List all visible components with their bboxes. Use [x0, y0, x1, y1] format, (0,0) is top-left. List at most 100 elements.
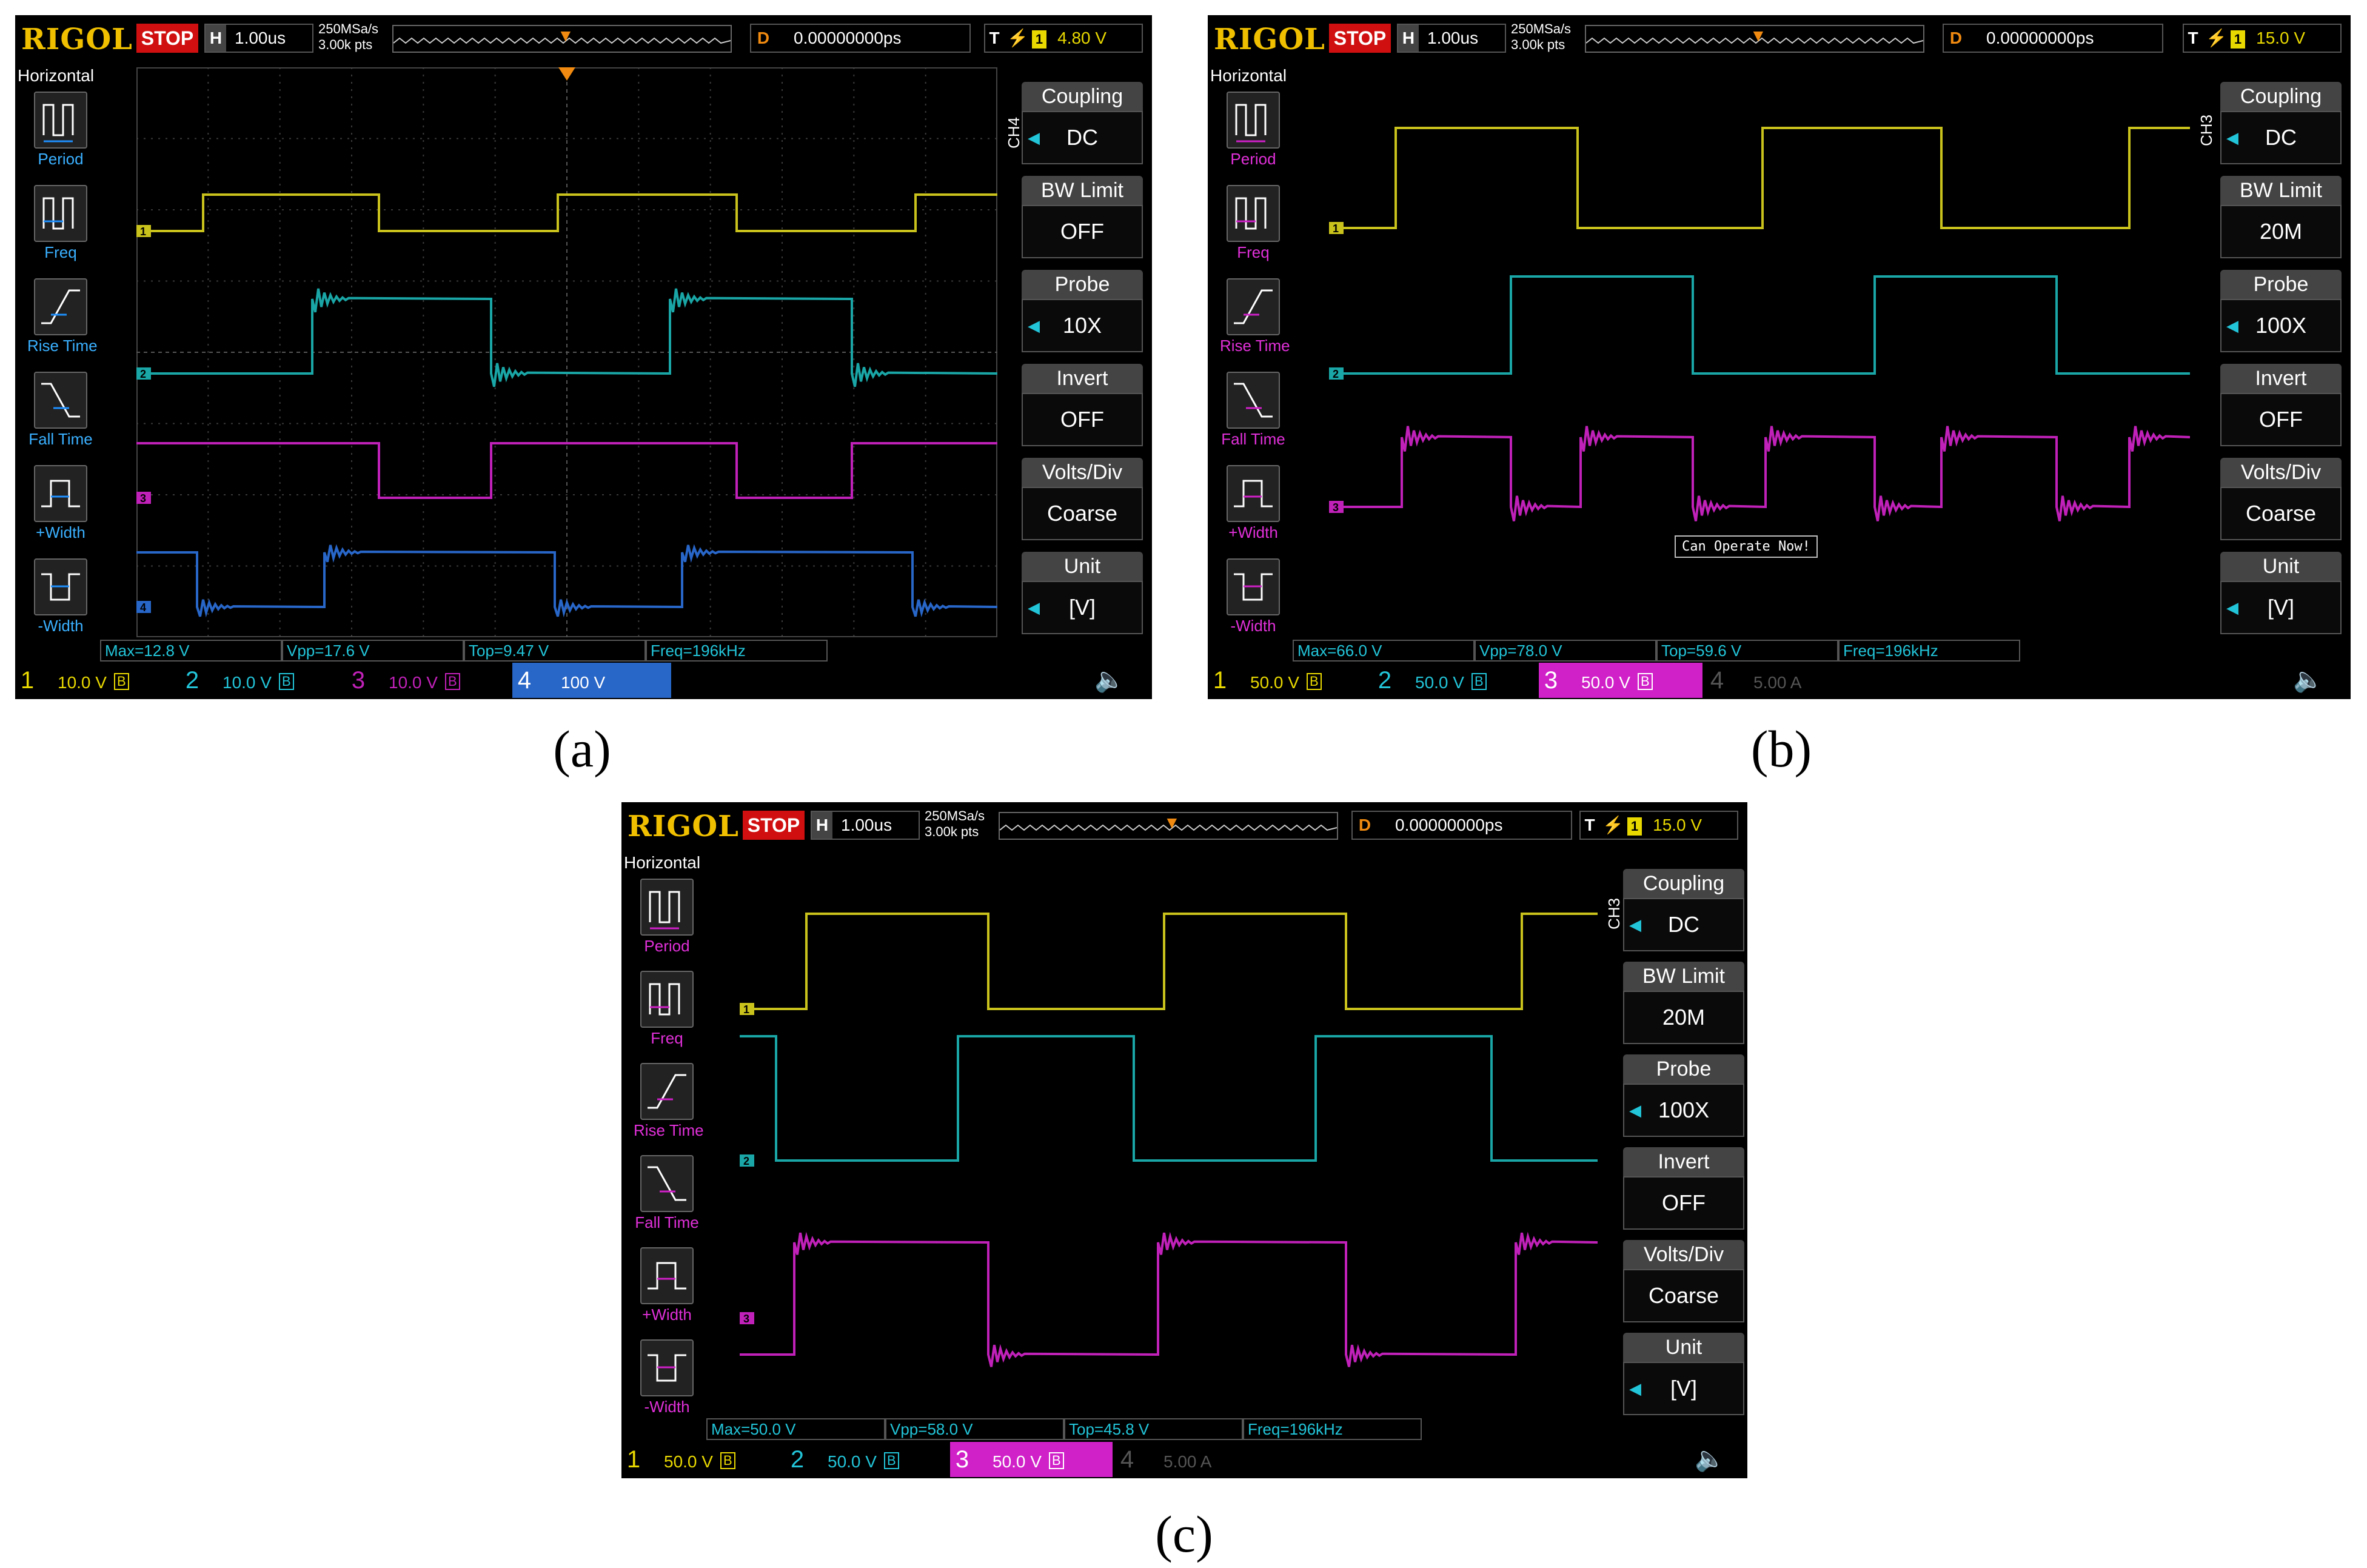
ch4-scale: 5.00 A — [1163, 1452, 1212, 1471]
ch2-status[interactable]: 2 50.0 V B — [785, 1442, 948, 1477]
unit-option[interactable]: Unit ◀ [V] — [1022, 552, 1143, 634]
trigger-readout[interactable]: T ⚡ 1 15.0 V — [2183, 24, 2342, 53]
bw-limit-option[interactable]: BW Limit OFF — [1022, 176, 1143, 258]
pos-width-label: +Width — [642, 1305, 692, 1324]
unit-head: Unit — [1623, 1333, 1744, 1362]
ch4-status[interactable]: 4 5.00 A — [1115, 1442, 1274, 1477]
coupling-option[interactable]: Coupling ◀ DC — [2220, 82, 2342, 164]
waveform-area: 1 2 3 — [1329, 127, 2191, 521]
measure-freq-button[interactable]: Freq — [1220, 185, 1287, 262]
unit-option[interactable]: Unit ◀ [V] — [2220, 552, 2342, 634]
measure-neg-width-button[interactable]: -Width — [27, 558, 94, 635]
channel-status-bar: 1 10.0 V B 2 10.0 V B 3 10.0 V B 4 100 V 🔈 — [15, 663, 1152, 698]
measure-freq-button[interactable]: Freq — [634, 971, 700, 1048]
bw-limit-head: BW Limit — [1022, 176, 1143, 205]
ch3-number: 3 — [955, 1446, 969, 1473]
delay-readout[interactable]: D 0.00000000ps — [750, 24, 971, 53]
ch3-status-active[interactable]: 3 50.0 V B — [1539, 663, 1702, 698]
waveform-memory-bar[interactable]: ▼ — [392, 25, 732, 53]
ch2-trace — [740, 1035, 1598, 1162]
measure-top: Top=9.47 V — [464, 640, 646, 662]
measure-rise-time-button[interactable]: Rise Time — [634, 1063, 704, 1140]
rise-time-icon — [1227, 278, 1280, 335]
ch1-status[interactable]: 1 50.0 V B — [1208, 663, 1371, 698]
horizontal-timebase[interactable]: H 1.00us — [204, 24, 313, 53]
probe-option[interactable]: Probe ◀ 100X — [1623, 1054, 1744, 1137]
trigger-source: 1 — [1031, 30, 1047, 49]
freq-icon — [640, 971, 694, 1028]
ch3-trace — [136, 442, 997, 499]
volts-div-option[interactable]: Volts/Div Coarse — [2220, 458, 2342, 540]
measure-period-button[interactable]: Period — [1220, 92, 1287, 169]
ch4-number: 4 — [1710, 667, 1724, 694]
bw-limit-option[interactable]: BW Limit 20M — [2220, 176, 2342, 258]
measure-fall-time-button[interactable]: Fall Time — [27, 372, 94, 449]
ch4-status-active[interactable]: 4 100 V — [512, 663, 671, 698]
ch4-status[interactable]: 4 5.00 A — [1705, 663, 1864, 698]
trigger-level: 15.0 V — [1653, 816, 1702, 834]
waveform-memory-bar[interactable]: ▼ — [1585, 25, 1924, 53]
pos-width-icon — [34, 465, 87, 522]
unit-option[interactable]: Unit ◀ [V] — [1623, 1333, 1744, 1415]
horizontal-timebase[interactable]: H 1.00us — [1397, 24, 1506, 53]
invert-option[interactable]: Invert OFF — [2220, 364, 2342, 446]
invert-head: Invert — [1623, 1147, 1744, 1176]
measure-neg-width-button[interactable]: -Width — [1220, 558, 1287, 635]
probe-option[interactable]: Probe ◀ 100X — [2220, 270, 2342, 352]
ch1-status[interactable]: 1 50.0 V B — [621, 1442, 784, 1477]
rise-time-label: Rise Time — [27, 337, 98, 355]
trigger-position-icon: ▼ — [1750, 26, 1767, 45]
invert-option[interactable]: Invert OFF — [1623, 1147, 1744, 1230]
waveform-grid[interactable]: 1 2 3 4 — [136, 67, 998, 638]
measure-freq: Freq=196kHz — [646, 640, 828, 662]
measure-pos-width-button[interactable]: +Width — [634, 1247, 700, 1324]
timebase-key: H — [812, 812, 832, 839]
ch1-ground-marker-label: 1 — [743, 1003, 749, 1016]
measure-pos-width-button[interactable]: +Width — [1220, 465, 1287, 542]
speaker-icon[interactable]: 🔈 — [1094, 666, 1125, 693]
run-stop-status[interactable]: STOP — [743, 811, 805, 840]
run-stop-status[interactable]: STOP — [136, 24, 198, 53]
waveform-grid[interactable]: 1 2 3 — [1329, 67, 2191, 637]
trigger-readout[interactable]: T ⚡ 1 4.80 V — [984, 24, 1143, 53]
ch1-status[interactable]: 1 10.0 V B — [15, 663, 179, 698]
measure-neg-width-button[interactable]: -Width — [634, 1339, 700, 1416]
measure-period-button[interactable]: Period — [27, 92, 94, 169]
memory-bar-zigzag — [1000, 824, 1337, 831]
coupling-option[interactable]: Coupling ◀ DC — [1623, 869, 1744, 951]
invert-option[interactable]: Invert OFF — [1022, 364, 1143, 446]
arrow-left-icon: ◀ — [1629, 1379, 1641, 1398]
waveform-memory-bar[interactable]: ▼ — [999, 812, 1338, 840]
speaker-icon[interactable]: 🔈 — [1695, 1446, 1725, 1472]
measure-rise-time-button[interactable]: Rise Time — [27, 278, 98, 355]
ch2-status[interactable]: 2 50.0 V B — [1373, 663, 1536, 698]
coupling-option[interactable]: Coupling ◀ DC — [1022, 82, 1143, 164]
waveform-area: 1 2 3 — [740, 913, 1598, 1367]
waveform-grid[interactable]: 1 2 3 — [740, 854, 1598, 1417]
measure-fall-time-button[interactable]: Fall Time — [634, 1155, 700, 1232]
measure-fall-time-button[interactable]: Fall Time — [1220, 372, 1287, 449]
trigger-readout[interactable]: T ⚡ 1 15.0 V — [1579, 811, 1738, 840]
volts-div-head: Volts/Div — [1623, 1240, 1744, 1269]
ch1-bw-icon: B — [113, 673, 129, 691]
ch3-status[interactable]: 3 10.0 V B — [346, 663, 510, 698]
speaker-icon[interactable]: 🔈 — [2293, 666, 2323, 693]
measure-pos-width-button[interactable]: +Width — [27, 465, 94, 542]
horizontal-timebase[interactable]: H 1.00us — [811, 811, 920, 840]
volts-div-option[interactable]: Volts/Div Coarse — [1623, 1240, 1744, 1322]
measure-period-button[interactable]: Period — [634, 879, 700, 956]
measure-menu-title: Horizontal — [624, 853, 701, 872]
bw-limit-option[interactable]: BW Limit 20M — [1623, 962, 1744, 1044]
rise-time-label: Rise Time — [1220, 337, 1290, 355]
sample-rate: 250MSa/s — [1511, 21, 1572, 36]
run-stop-status[interactable]: STOP — [1329, 24, 1391, 53]
ch2-status[interactable]: 2 10.0 V B — [180, 663, 344, 698]
volts-div-option[interactable]: Volts/Div Coarse — [1022, 458, 1143, 540]
delay-readout[interactable]: D 0.00000000ps — [1943, 24, 2163, 53]
channel-menu-title: CH4 — [1005, 116, 1023, 149]
ch3-status-active[interactable]: 3 50.0 V B — [950, 1442, 1113, 1477]
measure-rise-time-button[interactable]: Rise Time — [1220, 278, 1290, 355]
measure-freq-button[interactable]: Freq — [27, 185, 94, 262]
probe-option[interactable]: Probe ◀ 10X — [1022, 270, 1143, 352]
delay-readout[interactable]: D 0.00000000ps — [1351, 811, 1572, 840]
